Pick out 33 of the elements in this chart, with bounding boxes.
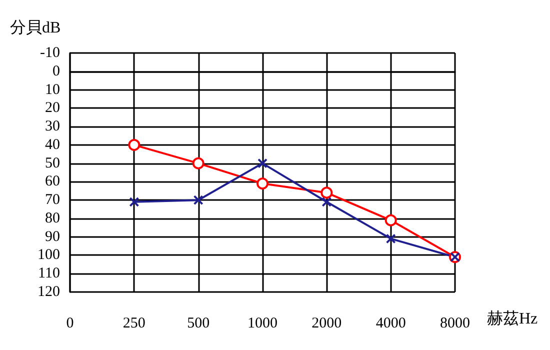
point bbox=[256, 178, 268, 190]
y-axis-title: 分貝dB bbox=[10, 20, 61, 36]
y-tick-label: 60 bbox=[45, 174, 60, 190]
x-axis-title: 赫茲Hz bbox=[487, 310, 538, 328]
x-tick-label: 1000 bbox=[248, 316, 278, 332]
y-tick-label: 100 bbox=[38, 247, 60, 264]
x-tick-label: 2000 bbox=[312, 316, 342, 332]
y-tick-label: 30 bbox=[45, 118, 60, 135]
y-tick-label: 40 bbox=[45, 136, 60, 153]
point bbox=[386, 234, 396, 244]
point bbox=[322, 196, 332, 207]
x-tick-label: 500 bbox=[187, 316, 210, 332]
point bbox=[384, 214, 397, 226]
x-tick-label: 0 bbox=[66, 316, 74, 332]
y-tick-label: 0 bbox=[52, 63, 60, 80]
y-tick-label: 50 bbox=[45, 155, 60, 172]
y-tick-label: 70 bbox=[45, 192, 60, 208]
point bbox=[128, 138, 140, 151]
y-tick-label: 90 bbox=[45, 228, 60, 245]
y-tick-label: 10 bbox=[45, 82, 60, 98]
point bbox=[193, 195, 204, 206]
point bbox=[129, 196, 140, 207]
y-tick-label: 20 bbox=[45, 100, 60, 116]
y-tick-label: 80 bbox=[45, 210, 60, 226]
y-tick-label: 110 bbox=[38, 266, 60, 282]
y-tick-label: 120 bbox=[38, 284, 60, 300]
x-tick-label: 8000 bbox=[440, 316, 470, 332]
x-tick-label: 250 bbox=[122, 316, 146, 332]
point bbox=[258, 158, 268, 168]
point bbox=[320, 186, 333, 199]
point bbox=[192, 157, 204, 170]
y-tick-label: -10 bbox=[40, 45, 60, 61]
x-tick-label: 4000 bbox=[376, 316, 406, 332]
